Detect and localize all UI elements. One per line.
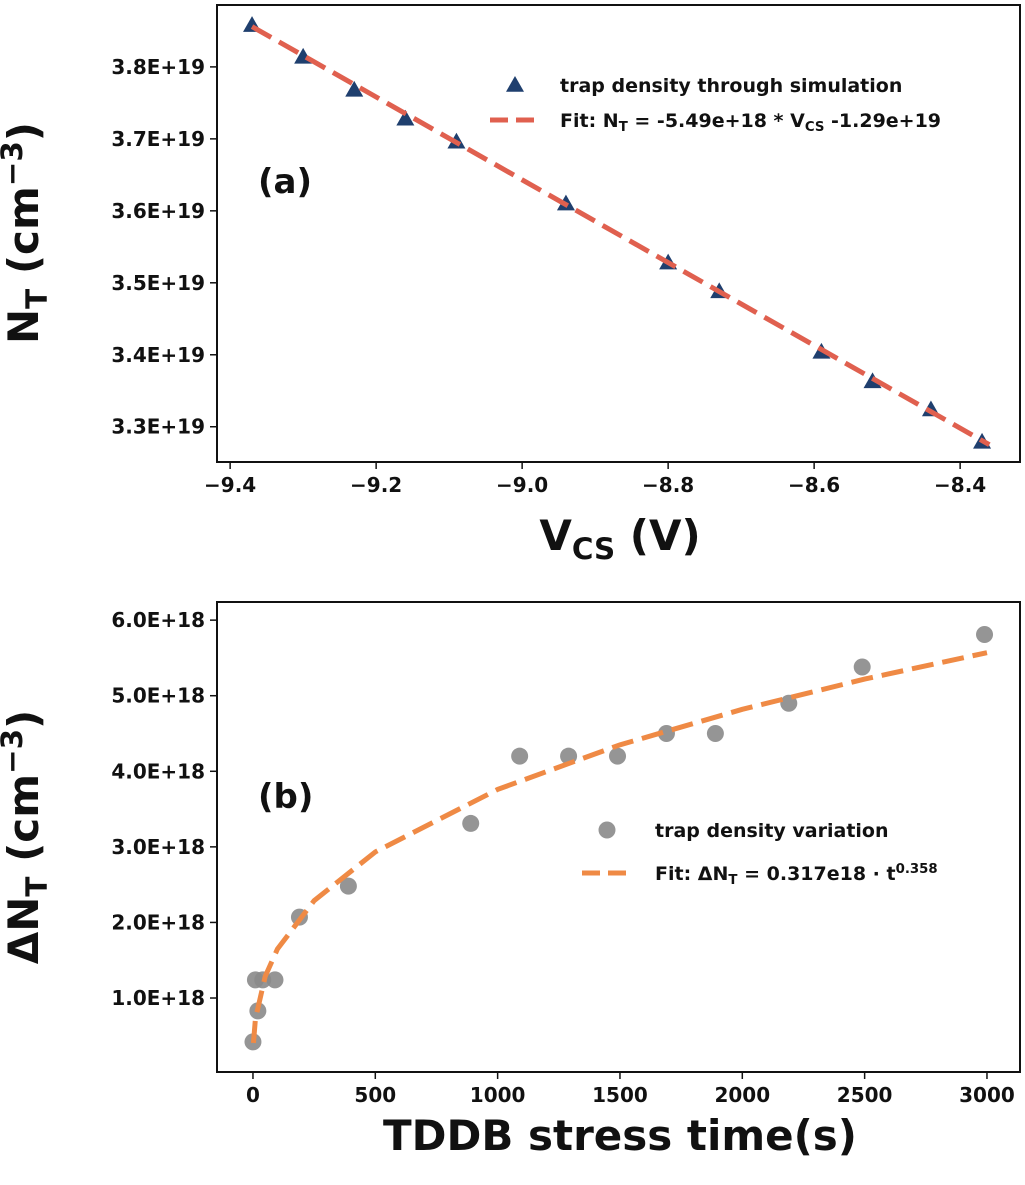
text-piece: Fit: N xyxy=(560,110,619,132)
y-tick-label: 3.4E+19 xyxy=(111,343,205,367)
x-tick-label: 500 xyxy=(354,1083,396,1107)
text-piece: = xyxy=(737,863,766,885)
text-piece: ΔN xyxy=(0,897,48,965)
text-piece: Fit: ΔN xyxy=(655,863,728,885)
text-piece: (cm xyxy=(0,774,48,876)
text-piece: T xyxy=(20,289,54,309)
circle-marker xyxy=(339,877,357,895)
text-piece: −3 xyxy=(0,729,29,774)
y-tick-label: 3.8E+19 xyxy=(111,55,205,79)
legend-label: trap density through simulation xyxy=(560,75,902,97)
x-tick-label: −9.4 xyxy=(204,473,256,497)
x-tick-label: 1000 xyxy=(470,1083,526,1107)
panel-label: (b) xyxy=(258,777,313,817)
x-tick-label: −8.6 xyxy=(788,473,840,497)
x-tick-label: −8.4 xyxy=(934,473,986,497)
x-axis-label: VCS (V) xyxy=(539,511,700,566)
text-piece: −3 xyxy=(0,141,29,186)
y-tick-label: 3.6E+19 xyxy=(111,199,205,223)
y-tick-label: 4.0E+18 xyxy=(111,759,205,783)
y-tick-label: 3.0E+18 xyxy=(111,835,205,859)
legend-label: Fit: NT = -5.49e+18 * VCS -1.29e+19 xyxy=(560,110,941,135)
text-piece: -1.29e+19 xyxy=(824,110,941,132)
x-axis-label: TDDB stress time(s) xyxy=(383,1111,857,1160)
text-piece: T xyxy=(619,120,628,135)
text-piece: ) xyxy=(0,122,48,141)
circle-marker xyxy=(657,725,675,743)
triangle-marker xyxy=(396,109,415,126)
text-piece: CS xyxy=(572,532,615,566)
x-tick-label: −8.8 xyxy=(642,473,694,497)
circle-marker xyxy=(706,725,724,743)
triangle-marker xyxy=(345,80,364,97)
text-piece: T xyxy=(20,877,54,897)
y-tick-label: 6.0E+18 xyxy=(111,608,205,632)
plot-frame xyxy=(216,4,1021,463)
circle-marker xyxy=(511,747,529,765)
text-piece: 0.317e18 · t xyxy=(767,863,896,885)
text-piece: N xyxy=(0,309,48,344)
y-tick-label: 3.5E+19 xyxy=(111,271,205,295)
fit-line xyxy=(250,24,991,447)
x-tick-label: 0 xyxy=(246,1083,260,1107)
text-piece: (cm xyxy=(0,186,48,288)
panel-label: (a) xyxy=(258,162,312,202)
text-piece: T xyxy=(728,873,737,888)
y-tick-label: 3.7E+19 xyxy=(111,127,205,151)
legend-marker xyxy=(506,76,524,92)
y-axis-label: ΔNT (cm−3) xyxy=(0,710,54,964)
text-piece: (V) xyxy=(615,511,701,560)
x-tick-label: 3000 xyxy=(959,1083,1015,1107)
text-piece: = -5.49e+18 * V xyxy=(628,110,805,132)
y-axis-label: NT (cm−3) xyxy=(0,122,54,344)
y-tick-label: 5.0E+18 xyxy=(111,684,205,708)
text-piece: ) xyxy=(0,710,48,729)
fit-line xyxy=(250,650,988,1044)
legend-label: Fit: ΔNT = 0.317e18 · t0.358 xyxy=(655,862,938,888)
circle-marker xyxy=(976,625,994,643)
y-tick-label: 1.0E+18 xyxy=(111,986,205,1010)
text-piece: 0.358 xyxy=(896,862,938,877)
plot-frame xyxy=(216,601,1021,1073)
y-tick-label: 3.3E+19 xyxy=(111,415,205,439)
text-piece: V xyxy=(539,511,572,560)
x-tick-label: 2500 xyxy=(837,1083,893,1107)
x-tick-label: −9.0 xyxy=(496,473,548,497)
circle-marker xyxy=(462,814,480,832)
legend-marker xyxy=(598,821,616,839)
x-tick-label: −9.2 xyxy=(350,473,402,497)
y-tick-label: 2.0E+18 xyxy=(111,910,205,934)
text-piece: CS xyxy=(805,120,825,135)
circle-marker xyxy=(266,971,284,989)
x-tick-label: 1500 xyxy=(592,1083,648,1107)
circle-marker xyxy=(853,658,871,676)
legend-label: trap density variation xyxy=(655,820,889,842)
x-tick-label: 2000 xyxy=(714,1083,770,1107)
circle-marker xyxy=(609,747,627,765)
